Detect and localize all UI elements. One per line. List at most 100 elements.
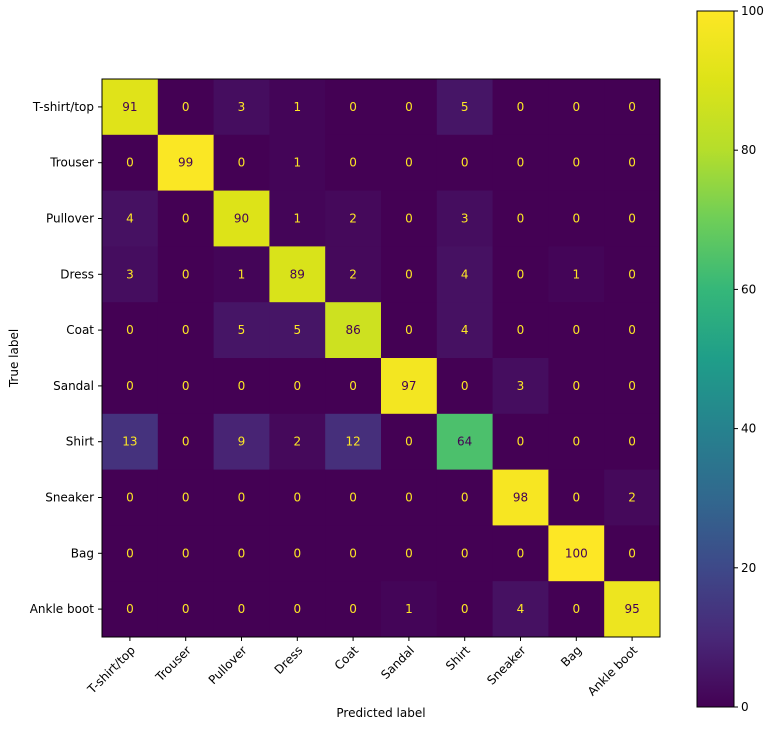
cell-value-label: 5 <box>461 100 469 114</box>
heatmap-cell <box>492 469 549 526</box>
cell-value-label: 0 <box>293 491 301 505</box>
heatmap-cell <box>102 413 159 471</box>
heatmap-cell <box>213 469 270 526</box>
cell-value-label: 0 <box>405 267 413 281</box>
y-axis-label: True label <box>7 329 21 388</box>
cell-value-label: 0 <box>182 546 190 560</box>
heatmap-cell <box>213 79 270 136</box>
heatmap-cell <box>269 581 326 638</box>
heatmap-cell <box>381 302 438 359</box>
cell-value-label: 1 <box>405 602 413 616</box>
cell-value-label: 9 <box>238 435 246 449</box>
cell-value-label: 2 <box>349 267 357 281</box>
heatmap-cell <box>213 134 270 192</box>
cell-value-label: 0 <box>405 212 413 226</box>
heatmap-cell <box>102 246 159 303</box>
cell-value-label: 0 <box>572 100 580 114</box>
cell-value-label: 0 <box>628 267 636 281</box>
cell-value-label: 0 <box>405 323 413 337</box>
cell-value-label: 0 <box>238 156 246 170</box>
colorbar <box>696 10 735 708</box>
x-tick-label: T-shirt/top <box>84 643 138 697</box>
heatmap-cell <box>604 358 661 415</box>
heatmap-cell <box>102 581 159 638</box>
heatmap-cell <box>325 302 382 359</box>
cell-value-label: 0 <box>572 323 580 337</box>
heatmap-cell <box>381 190 438 247</box>
cell-value-label: 2 <box>349 212 357 226</box>
cell-value-label: 1 <box>293 212 301 226</box>
heatmap-cell <box>157 413 215 471</box>
heatmap-cell <box>213 246 270 303</box>
cell-value-label: 97 <box>401 379 416 393</box>
cell-value-label: 0 <box>293 546 301 560</box>
cell-value-label: 0 <box>517 100 525 114</box>
cell-value-label: 1 <box>238 267 246 281</box>
cell-value-labels: 91 0 3 1 0 0 5 0 0 00 99 0 1 0 0 0 0 0 04 0 90 1 2 0 3 0 0 03 0 1 89 2 0… <box>122 100 639 616</box>
heatmap-cell <box>381 134 438 192</box>
heatmap-cell <box>325 525 382 582</box>
cell-value-label: 0 <box>238 602 246 616</box>
y-tick-label: Pullover <box>46 212 94 226</box>
heatmap-cell <box>213 581 270 638</box>
cell-value-label: 0 <box>182 267 190 281</box>
heatmap-cell <box>157 358 215 415</box>
heatmap-cell <box>102 190 159 247</box>
heatmap-cell <box>269 79 326 136</box>
cell-value-label: 0 <box>182 100 190 114</box>
cell-value-label: 0 <box>628 323 636 337</box>
cell-value-label: 3 <box>238 100 246 114</box>
cell-value-label: 0 <box>126 323 134 337</box>
cell-value-label: 0 <box>182 435 190 449</box>
heatmap-cell <box>102 302 159 359</box>
heatmap-cell <box>157 469 215 526</box>
y-tick-label: Trouser <box>49 156 94 170</box>
cell-value-label: 4 <box>461 267 469 281</box>
cell-value-label: 99 <box>178 156 193 170</box>
cell-value-label: 0 <box>461 491 469 505</box>
y-tick-label: Coat <box>66 323 94 337</box>
x-tick-label: Shirt <box>443 643 473 673</box>
x-axis-label: Predicted label <box>336 706 425 720</box>
cell-value-label: 13 <box>122 435 137 449</box>
cell-value-label: 2 <box>628 491 636 505</box>
heatmap-cell <box>381 358 438 415</box>
heatmap-cell <box>604 525 661 582</box>
cell-value-label: 86 <box>345 323 360 337</box>
heatmap-cell <box>269 302 326 359</box>
cell-value-label: 0 <box>572 491 580 505</box>
plot-frame <box>101 78 661 638</box>
cell-value-label: 98 <box>513 491 528 505</box>
heatmap-cell <box>604 581 661 638</box>
heatmap-cell <box>548 302 605 359</box>
heatmap-cell <box>436 358 494 415</box>
colorbar-tick-label: 60 <box>741 282 756 296</box>
colorbar-tick-label: 100 <box>741 4 764 18</box>
cell-value-label: 0 <box>572 435 580 449</box>
heatmap-cell <box>604 246 661 303</box>
x-tick-label: Sandal <box>378 643 417 682</box>
cell-value-label: 0 <box>126 379 134 393</box>
heatmap-cell <box>436 246 494 303</box>
colorbar-tick-label: 80 <box>741 143 756 157</box>
cell-value-label: 0 <box>349 491 357 505</box>
heatmap-cell <box>381 413 438 471</box>
heatmap-cell <box>325 469 382 526</box>
cell-value-label: 0 <box>126 602 134 616</box>
cell-value-label: 0 <box>182 212 190 226</box>
heatmap-cell <box>548 469 605 526</box>
heatmap-cell <box>102 134 159 192</box>
x-tick-label: Bag <box>558 643 584 669</box>
cell-value-label: 0 <box>238 379 246 393</box>
heatmap-cell <box>492 413 549 471</box>
cell-value-label: 0 <box>628 100 636 114</box>
y-tick-label: Bag <box>71 546 94 560</box>
cell-value-label: 0 <box>572 156 580 170</box>
x-tick-label: Coat <box>332 643 362 673</box>
cell-value-label: 0 <box>572 379 580 393</box>
cell-value-label: 5 <box>293 323 301 337</box>
heatmap-cell <box>492 525 549 582</box>
heatmap-cell <box>604 302 661 359</box>
x-axis-ticks: T-shirt/top Trouser Pullover Dress Coat Sanda… <box>84 637 640 699</box>
heatmap-cell <box>325 246 382 303</box>
